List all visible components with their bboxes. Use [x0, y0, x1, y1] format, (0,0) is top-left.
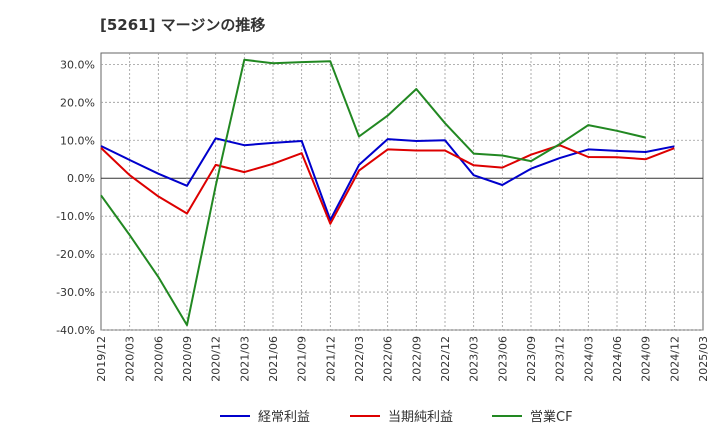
x-tick-label: 2023/12 [554, 336, 567, 382]
x-tick-label: 2021/09 [296, 336, 309, 382]
x-tick-label: 2022/03 [353, 336, 366, 382]
legend-label: 当期純利益 [388, 410, 453, 425]
x-tick-label: 2022/06 [382, 336, 395, 382]
x-tick-label: 2022/09 [410, 336, 423, 382]
chart-title: [5261] マージンの推移 [100, 16, 266, 34]
x-tick-label: 2024/09 [640, 336, 653, 382]
y-tick-label: -40.0% [56, 324, 95, 337]
y-tick-label: 10.0% [60, 134, 95, 147]
x-tick-label: 2022/12 [439, 336, 452, 382]
x-tick-label: 2020/09 [181, 336, 194, 382]
x-tick-label: 2019/12 [95, 336, 108, 382]
x-tick-label: 2021/06 [267, 336, 280, 382]
x-tick-label: 2023/06 [496, 336, 509, 382]
x-tick-label: 2025/03 [697, 336, 710, 382]
x-tick-label: 2024/06 [611, 336, 624, 382]
x-tick-label: 2023/03 [468, 336, 481, 382]
y-tick-label: 30.0% [60, 58, 95, 71]
x-tick-label: 2020/03 [124, 336, 137, 382]
y-tick-label: -10.0% [56, 210, 95, 223]
y-tick-label: -20.0% [56, 248, 95, 261]
x-tick-label: 2021/03 [238, 336, 251, 382]
legend-label: 営業CF [530, 409, 573, 425]
x-tick-label: 2024/12 [668, 336, 681, 382]
y-tick-label: -30.0% [56, 286, 95, 299]
plot-frame [100, 52, 704, 331]
series-line-3 [100, 58, 646, 327]
x-tick-label: 2023/09 [525, 336, 538, 382]
x-tick-label: 2020/06 [152, 336, 165, 382]
x-tick-label: 2021/12 [324, 336, 337, 382]
y-tick-label: 20.0% [60, 96, 95, 109]
legend-label: 経常利益 [258, 410, 310, 425]
x-tick-label: 2020/12 [210, 336, 223, 382]
series-line-2 [100, 144, 675, 225]
x-tick-label: 2024/03 [582, 336, 595, 382]
y-tick-label: 0.0% [67, 172, 95, 185]
